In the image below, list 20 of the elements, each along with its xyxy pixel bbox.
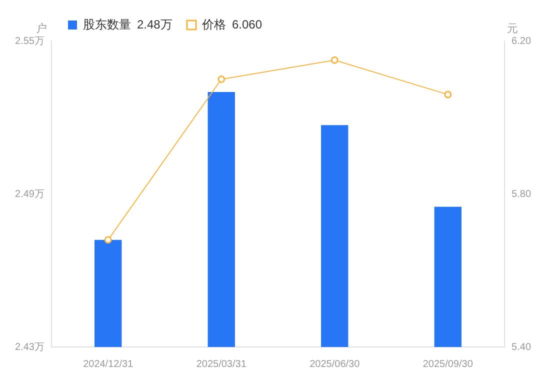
x-tick-label: 2025/06/30 bbox=[310, 358, 360, 370]
y2-axis-title: 元 bbox=[507, 23, 518, 36]
point bbox=[104, 236, 112, 244]
x-tick-label: 2024/12/31 bbox=[83, 358, 134, 370]
y-tick-label: 2.55万 bbox=[14, 36, 44, 47]
y2-tick-label: 6.20 bbox=[512, 36, 532, 47]
point bbox=[444, 90, 452, 98]
y-tick-label: 2.49万 bbox=[14, 188, 44, 200]
y-axis-title: 户 bbox=[36, 22, 47, 36]
y-tick-label: 2.43万 bbox=[14, 342, 44, 353]
y2-tick-label: 5.80 bbox=[512, 188, 532, 200]
text: 2.48万 bbox=[137, 17, 172, 32]
point bbox=[330, 56, 338, 64]
y2-tick-label: 5.40 bbox=[512, 342, 532, 353]
legend-label: 价格 bbox=[201, 17, 226, 32]
x-tick-label: 2025/09/30 bbox=[422, 358, 474, 370]
point bbox=[218, 76, 226, 83]
legend-label: 股东数量 bbox=[83, 17, 131, 32]
x-tick-label: 2025/03/31 bbox=[196, 358, 247, 370]
text: 6.060 bbox=[232, 17, 262, 32]
